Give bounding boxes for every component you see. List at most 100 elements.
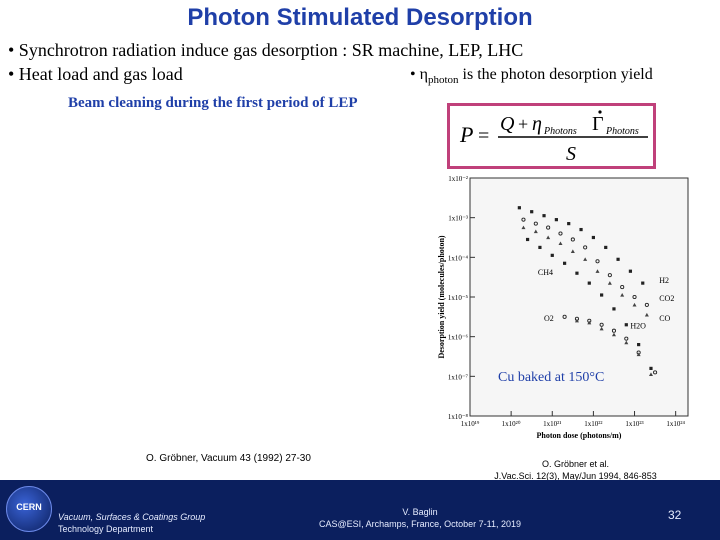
data-point-ch4 xyxy=(550,253,554,257)
y-tick-label: 1x10⁻² xyxy=(448,175,468,183)
data-point-co2 xyxy=(558,231,563,236)
author-info: V. Baglin CAS@ESI, Archamps, France, Oct… xyxy=(300,506,540,530)
series-label-o2: O2 xyxy=(544,314,554,323)
x-tick-label: 1x10²³ xyxy=(625,420,643,428)
cu-baked-label: Cu baked at 150°C xyxy=(498,370,605,385)
data-point-ch4 xyxy=(575,271,579,275)
data-point-h2o xyxy=(587,320,592,325)
data-point-h2o xyxy=(599,326,604,331)
reference-authors: O. Gröbner et al. xyxy=(541,459,610,469)
x-tick-label: 1x10²¹ xyxy=(543,420,561,428)
series-label-co2: CO2 xyxy=(659,294,674,303)
data-point-co xyxy=(607,281,612,285)
data-point-co xyxy=(595,269,600,273)
data-point-ch4 xyxy=(637,343,641,347)
eta-prefix: • η xyxy=(410,66,428,83)
data-point-co2 xyxy=(644,302,649,307)
reference-grobner-vacuum: O. Gröbner, Vacuum 43 (1992) 27-30 xyxy=(146,453,311,464)
data-point-co xyxy=(558,241,563,246)
x-tick-label: 1x10¹⁹ xyxy=(461,420,480,428)
data-point-co2 xyxy=(583,245,588,250)
x-tick-label: 1x10²⁰ xyxy=(502,420,521,428)
data-point-o2 xyxy=(562,314,567,319)
data-point-co2 xyxy=(546,225,551,230)
series-label-h2: H2 xyxy=(659,276,669,285)
data-point-co2 xyxy=(595,259,600,264)
y-axis-label: Desorption yield (molecules/photon) xyxy=(437,235,446,358)
series-label-h2o: H2O xyxy=(630,322,646,331)
beam-cleaning-caption: Beam cleaning during the first period of… xyxy=(68,95,358,111)
formula-P: P xyxy=(459,122,473,147)
data-point-h2 xyxy=(554,218,558,222)
eta-sub: photon xyxy=(427,74,459,87)
data-point-h2 xyxy=(641,281,645,285)
formula-Q: Q xyxy=(500,113,515,135)
chart-plot-area xyxy=(469,177,689,417)
series-label-co: CO xyxy=(659,314,670,323)
data-point-o2 xyxy=(624,336,629,341)
formula-dot xyxy=(598,110,602,114)
data-point-h2 xyxy=(517,206,521,210)
slide-title: Photon Stimulated Desorption xyxy=(187,4,533,31)
formula-eq: = xyxy=(478,125,489,147)
data-point-co2 xyxy=(607,273,612,278)
data-point-ch4 xyxy=(624,323,628,327)
page-number: 32 xyxy=(668,508,682,522)
data-point-co2 xyxy=(620,285,625,290)
data-point-o2 xyxy=(653,370,658,375)
author-name: V. Baglin xyxy=(402,507,438,517)
cern-logo-text: CERN xyxy=(16,502,42,512)
data-point-ch4 xyxy=(538,245,542,250)
y-tick-label: 1x10⁻⁵ xyxy=(448,294,469,302)
data-point-ch4 xyxy=(612,307,616,311)
reference-grobner-jvac: O. Gröbner et al. J.Vac.Sci. 12(3), May/… xyxy=(488,458,663,482)
data-point-co xyxy=(644,312,649,317)
group-name: Vacuum, Surfaces & Coatings Group xyxy=(58,512,206,522)
y-tick-label: 1x10⁻³ xyxy=(448,215,468,223)
data-point-h2 xyxy=(616,257,620,261)
event-info: CAS@ESI, Archamps, France, October 7-11,… xyxy=(318,519,522,529)
data-point-h2o xyxy=(648,372,653,376)
cern-logo: CERN xyxy=(6,486,52,532)
data-point-ch4 xyxy=(525,237,530,242)
formula-S: S xyxy=(566,143,576,165)
y-tick-label: 1x10⁻⁶ xyxy=(448,334,469,342)
data-point-ch4 xyxy=(649,366,653,370)
pressure-formula: P = Q + η Photons Γ Photons S xyxy=(447,103,656,169)
y-tick-label: 1x10⁻⁸ xyxy=(448,413,469,421)
data-point-h2o xyxy=(611,332,616,337)
data-point-h2 xyxy=(567,222,571,226)
data-point-co xyxy=(583,257,588,261)
footer-bar: CERN Vacuum, Surfaces & Coatings Group T… xyxy=(0,480,720,540)
formula-gamma: Γ xyxy=(592,113,604,135)
data-point-co xyxy=(620,293,625,297)
data-point-h2 xyxy=(530,210,534,214)
data-point-h2 xyxy=(591,235,595,240)
x-tick-label: 1x10²⁴ xyxy=(666,420,685,428)
data-point-co xyxy=(521,225,526,230)
data-point-co2 xyxy=(521,217,526,222)
data-point-co xyxy=(546,235,551,240)
formula-eta-sub: Photons xyxy=(543,126,577,137)
data-point-h2 xyxy=(604,245,608,250)
data-point-co2 xyxy=(533,221,538,226)
data-point-ch4 xyxy=(563,261,567,265)
formula-svg: P = Q + η Photons Γ Photons S xyxy=(459,110,648,165)
y-tick-label: 1x10⁻⁴ xyxy=(448,254,469,262)
data-point-co2 xyxy=(570,237,575,242)
group-info: Vacuum, Surfaces & Coatings Group Techno… xyxy=(58,511,205,535)
data-point-h2 xyxy=(628,269,633,273)
data-point-h2 xyxy=(542,214,546,218)
formula-gamma-sub: Photons xyxy=(605,126,639,137)
reference-journal: J.Vac.Sci. 12(3), May/Jun 1994, 846-853 xyxy=(494,471,657,481)
x-axis-label: Photon dose (photons/m) xyxy=(537,431,622,440)
data-point-co2 xyxy=(632,294,637,300)
department-name: Technology Department xyxy=(58,524,154,534)
data-point-o2 xyxy=(611,328,617,333)
x-tick-label: 1x10²² xyxy=(584,420,602,428)
data-point-ch4 xyxy=(587,281,591,285)
data-point-co xyxy=(632,302,637,307)
data-point-o2 xyxy=(599,322,604,327)
data-point-h2o xyxy=(636,352,641,357)
data-point-h2o xyxy=(574,318,579,323)
